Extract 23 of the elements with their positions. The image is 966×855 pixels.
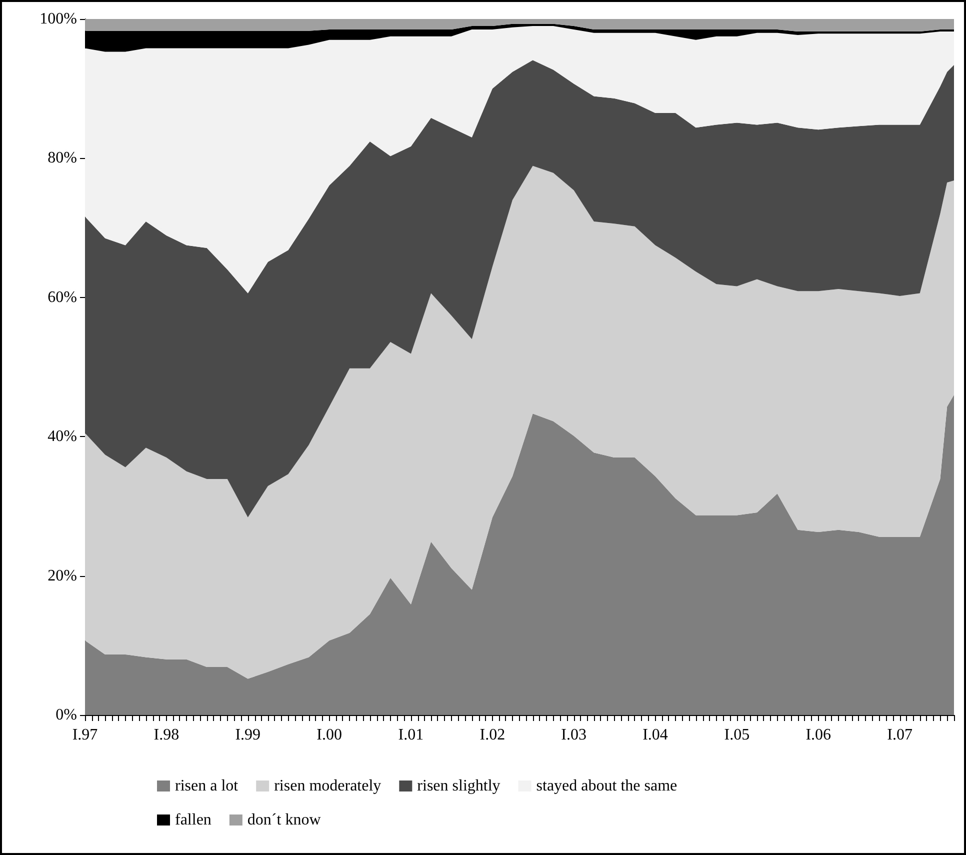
legend-label: risen moderately (274, 778, 382, 794)
x-tick-label: I.05 (724, 726, 750, 744)
x-tick-label: I.03 (561, 726, 586, 744)
y-tick-label: 20% (48, 567, 77, 584)
x-tick-label: I.97 (72, 726, 98, 744)
y-tick-label: 100% (40, 10, 77, 28)
legend-label: risen slightly (417, 778, 500, 794)
x-tick-label: I.06 (806, 726, 832, 744)
x-tick-label: I.07 (887, 726, 912, 744)
x-tick-label: I.00 (316, 726, 342, 744)
x-tick-label: I.02 (480, 726, 506, 744)
legend-label: don´t know (247, 812, 322, 828)
y-tick-label: 80% (48, 150, 77, 167)
x-tick-label: I.98 (154, 726, 180, 744)
y-tick-label: 60% (48, 288, 77, 306)
y-tick-label: 40% (48, 428, 77, 446)
legend-label: fallen (175, 812, 212, 828)
legend-label: stayed about the same (536, 778, 678, 794)
x-tick-label: I.04 (642, 726, 668, 744)
x-tick-label: I.99 (235, 726, 261, 744)
y-tick-label: 0% (56, 706, 77, 724)
x-tick-label: I.01 (398, 726, 424, 744)
legend-label: risen a lot (175, 778, 239, 794)
